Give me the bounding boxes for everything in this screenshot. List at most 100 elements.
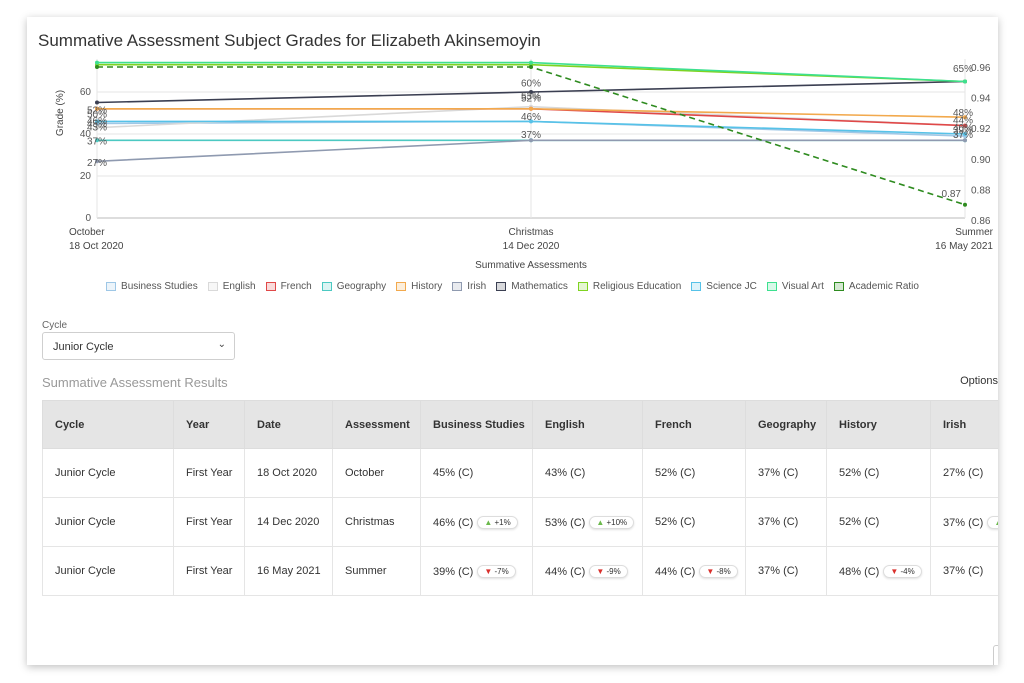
legend-label: Academic Ratio [848, 281, 919, 292]
legend-item[interactable]: Business Studies [106, 281, 198, 292]
legend-item[interactable]: Religious Education [577, 281, 682, 292]
grade-change-badge: ▼ -8% [699, 564, 738, 578]
y-tick-label: 60 [80, 87, 92, 98]
series-point[interactable] [529, 138, 533, 143]
cell-value: 45% (C) [433, 467, 474, 479]
page-title: Summative Assessment Subject Grades for … [38, 31, 541, 50]
legend-swatch [766, 282, 777, 291]
series-point[interactable] [963, 202, 967, 207]
series-point[interactable] [95, 138, 99, 143]
column-header[interactable]: Irish [930, 400, 998, 449]
legend-item[interactable]: Science JC [691, 281, 757, 292]
x-tick-date: 18 Oct 2020 [69, 241, 124, 252]
legend-label: French [280, 281, 312, 292]
cell-value: 37% (C) [943, 565, 984, 577]
arrow-up-icon: ▲ [994, 518, 998, 527]
legend-item[interactable]: French [265, 281, 312, 292]
y2-tick-label: 0.88 [971, 185, 991, 196]
data-label: 53% [521, 92, 541, 103]
series-point[interactable] [95, 65, 99, 69]
column-header[interactable]: Year [173, 400, 245, 449]
scroll-to-top-button[interactable] [993, 645, 998, 665]
grade-change-text: +1% [492, 517, 511, 527]
legend-item[interactable]: Geography [321, 281, 386, 292]
cell-value: 39% (C) [433, 565, 474, 578]
legend-item[interactable]: Academic Ratio [833, 281, 919, 292]
legend-swatch [265, 282, 276, 291]
cell-value: Summer [345, 565, 387, 577]
series-point[interactable] [529, 90, 533, 94]
legend-label: Religious Education [592, 281, 682, 292]
legend-item[interactable]: Irish [452, 281, 486, 292]
options-button[interactable]: Options [960, 375, 998, 387]
cell-value: 46% (C) [433, 516, 474, 529]
series-point[interactable] [963, 132, 967, 136]
series-point[interactable] [95, 60, 99, 65]
cell-value: Junior Cycle [55, 516, 116, 528]
table-cell: Junior Cycle [42, 546, 174, 596]
legend-label: English [222, 281, 256, 292]
table-cell: 46% (C) ▲ +1% [420, 497, 533, 547]
series-point[interactable] [95, 159, 99, 164]
arrow-down-icon: ▼ [484, 566, 493, 576]
data-label: 37% [521, 130, 541, 141]
legend-item[interactable]: Mathematics [496, 281, 568, 292]
legend-swatch [321, 282, 332, 291]
column-header[interactable]: Business Studies [420, 400, 533, 449]
y-tick-label: 20 [80, 171, 92, 182]
series-point[interactable] [963, 115, 967, 120]
column-header[interactable]: French [642, 400, 746, 449]
series-point[interactable] [529, 119, 533, 124]
series-point[interactable] [529, 60, 533, 65]
legend-item[interactable]: English [207, 281, 256, 292]
table-cell: 37% (C) [745, 546, 827, 596]
column-header[interactable]: History [826, 400, 931, 449]
legend-item[interactable]: History [396, 281, 442, 292]
column-header[interactable]: Date [244, 400, 333, 449]
series-point[interactable] [529, 106, 533, 111]
cell-value: Junior Cycle [55, 467, 116, 479]
series-point[interactable] [963, 123, 967, 128]
table-cell: 16 May 2021 [244, 546, 333, 596]
cell-value: 52% (C) [839, 467, 880, 479]
legend-swatch [207, 282, 218, 291]
cell-value: 37% (C) [943, 516, 984, 529]
grade-change-badge: ▲ +1% [477, 515, 518, 529]
grade-change-text: -7% [492, 566, 509, 576]
series-point[interactable] [95, 100, 99, 105]
table-cell: 52% (C) [826, 497, 931, 547]
series-point[interactable] [95, 106, 99, 111]
table-cell: First Year [173, 448, 245, 498]
series-point[interactable] [95, 119, 99, 124]
legend-label: Science JC [706, 281, 757, 292]
table-row: Junior Cycle First Year 18 Oct 2020 October… [42, 448, 998, 498]
legend-item[interactable]: Visual Art [766, 281, 824, 292]
legend-swatch [452, 282, 463, 291]
data-label: 52% [87, 105, 107, 116]
x-tick-label: October [69, 227, 105, 238]
column-header[interactable]: English [532, 400, 643, 449]
y2-tick-label: 0.92 [971, 124, 991, 135]
legend-label: Mathematics [511, 281, 568, 292]
x-axis-title: Summative Assessments [475, 260, 587, 271]
cell-value: 48% (C) [839, 565, 880, 578]
column-header[interactable]: Cycle [42, 400, 174, 449]
cell-value: 37% (C) [758, 467, 799, 479]
column-header[interactable]: Assessment [332, 400, 421, 449]
table-cell: 44% (C) ▼ -8% [642, 546, 746, 596]
cycle-select-value: Junior Cycle [53, 341, 114, 353]
cell-value: 52% (C) [655, 516, 696, 528]
chart-legend: Business Studies English French Geography Hi… [27, 281, 998, 292]
grade-change-text: -4% [898, 566, 915, 576]
series-point[interactable] [95, 125, 99, 130]
data-label: 37% [953, 130, 973, 141]
cycle-select[interactable]: Junior Cycle ⌄ [42, 332, 235, 360]
series-point[interactable] [963, 138, 967, 143]
table-cell: Junior Cycle [42, 448, 174, 498]
cycle-label: Cycle [42, 320, 68, 331]
column-header[interactable]: Geography [745, 400, 827, 449]
arrow-down-icon: ▼ [706, 566, 715, 576]
cell-value: 44% (C) [655, 565, 696, 578]
series-point[interactable] [963, 79, 967, 84]
series-point[interactable] [529, 65, 533, 69]
